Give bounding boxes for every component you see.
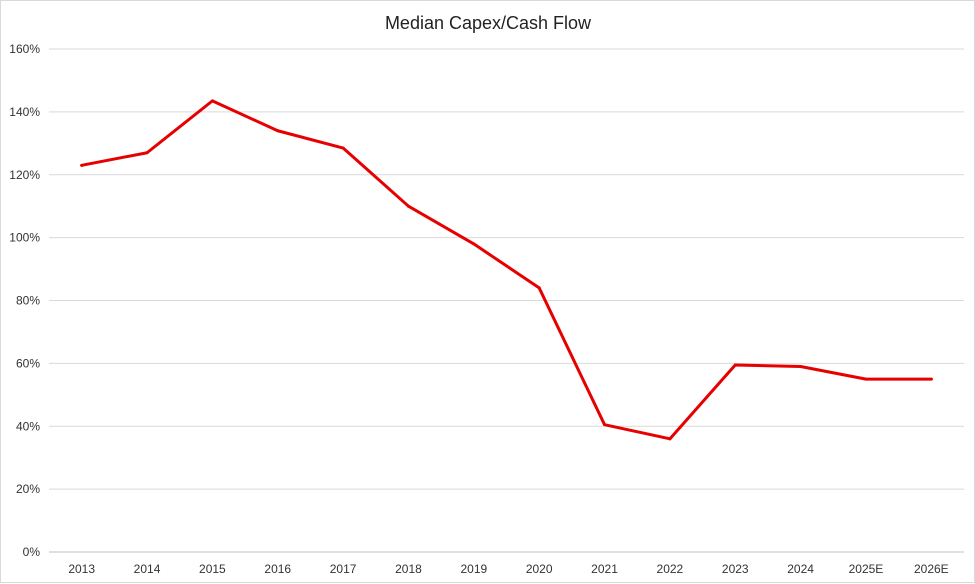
- x-tick-label: 2015: [199, 562, 226, 576]
- data-point: [537, 286, 541, 290]
- data-point: [145, 151, 149, 155]
- data-point: [929, 377, 933, 381]
- x-tick-label: 2017: [330, 562, 357, 576]
- x-tick-label: 2025E: [849, 562, 884, 576]
- data-point: [276, 129, 280, 133]
- x-tick-label: 2024: [787, 562, 814, 576]
- y-tick-label: 0%: [23, 545, 41, 559]
- x-tick-label: 2021: [591, 562, 618, 576]
- series-line: [80, 99, 933, 441]
- data-point: [603, 423, 607, 427]
- data-point: [472, 242, 476, 246]
- y-tick-label: 60%: [16, 356, 40, 370]
- data-point: [80, 163, 84, 167]
- data-point: [864, 377, 868, 381]
- x-tick-label: 2026E: [914, 562, 949, 576]
- y-tick-label: 40%: [16, 419, 40, 433]
- x-tick-label: 2022: [657, 562, 684, 576]
- x-tick-label: 2013: [68, 562, 95, 576]
- y-tick-label: 100%: [9, 231, 40, 245]
- y-tick-label: 140%: [9, 105, 40, 119]
- series-group: [80, 99, 933, 441]
- data-point: [799, 365, 803, 369]
- x-tick-label: 2023: [722, 562, 749, 576]
- y-tick-label: 120%: [9, 168, 40, 182]
- data-point: [668, 437, 672, 441]
- y-tick-label: 160%: [9, 42, 40, 56]
- x-tick-label: 2018: [395, 562, 422, 576]
- data-point: [406, 204, 410, 208]
- x-tick-label: 2020: [526, 562, 553, 576]
- gridlines: [49, 48, 964, 553]
- data-point: [210, 99, 214, 103]
- x-tick-label: 2014: [134, 562, 161, 576]
- x-tick-label: 2019: [460, 562, 487, 576]
- y-tick-label: 80%: [16, 294, 40, 308]
- y-axis-tick-labels: 0% 20% 40% 60% 80% 100% 120% 140% 160%: [9, 42, 40, 559]
- chart-title: Median Capex/Cash Flow: [385, 13, 592, 33]
- data-point: [733, 363, 737, 367]
- x-axis-tick-labels: 2013 2014 2015 2016 2017 2018 2019 2020 2021 2022…: [68, 562, 948, 576]
- y-tick-label: 20%: [16, 482, 40, 496]
- data-point: [341, 146, 345, 150]
- x-tick-label: 2016: [264, 562, 291, 576]
